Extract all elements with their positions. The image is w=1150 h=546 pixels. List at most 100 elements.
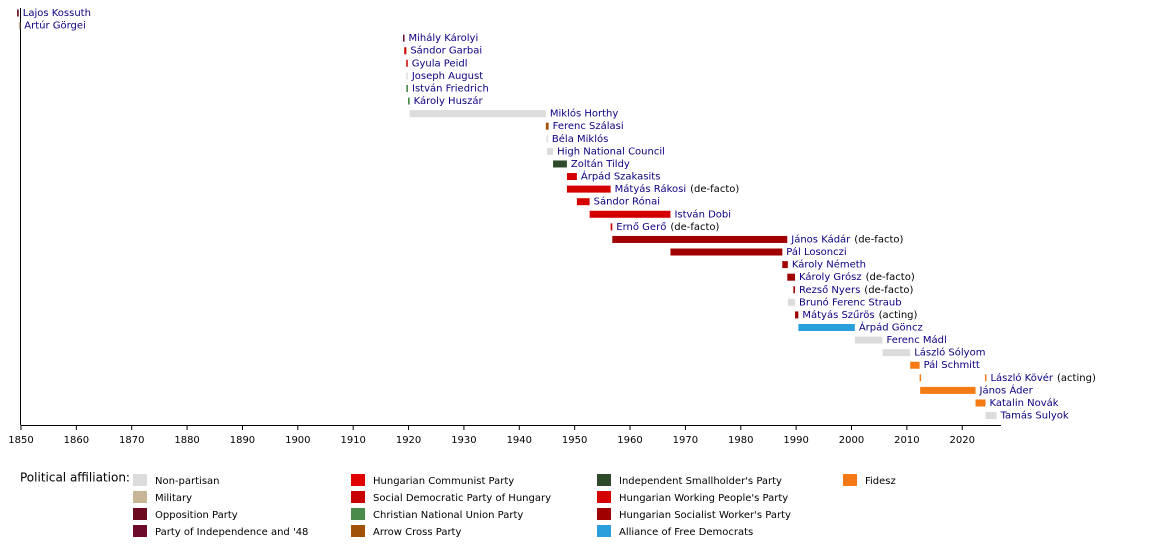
x-tick-label: 1990 <box>783 435 808 446</box>
x-tick-label: 1890 <box>230 435 255 446</box>
legend-title: Political affiliation: <box>20 471 130 485</box>
legend-label: Hungarian Working People's Party <box>619 493 788 504</box>
row-label: Árpád Göncz <box>859 321 923 334</box>
person-name[interactable]: István Friedrich <box>412 82 489 94</box>
person-name[interactable]: Károly Németh <box>792 259 866 271</box>
x-tick-label: 1940 <box>507 435 532 446</box>
x-tick-label: 1850 <box>8 435 33 446</box>
tenure-bar <box>793 286 796 294</box>
tenure-bar <box>576 198 590 206</box>
person-name[interactable]: Károly Huszár <box>414 95 484 107</box>
person-note: (acting) <box>1057 373 1096 384</box>
person-name[interactable]: Sándor Garbai <box>410 45 482 57</box>
person-name[interactable]: Ferenc Mádl <box>887 334 947 346</box>
person-note: (de-facto) <box>670 222 719 233</box>
legend-label: Arrow Cross Party <box>373 527 461 538</box>
person-note: (de-facto) <box>866 272 915 283</box>
row-label: Pál Losonczi <box>786 246 846 258</box>
tenure-bar <box>910 361 920 369</box>
tenure-bar <box>975 399 986 407</box>
person-name[interactable]: Zoltán Tildy <box>571 158 630 170</box>
person-name[interactable]: Árpád Göncz <box>859 321 923 334</box>
row-label: Gyula Peidl <box>412 58 468 69</box>
person-name[interactable]: Pál Losonczi <box>786 246 846 258</box>
person-note: (de-facto) <box>864 285 913 296</box>
person-name[interactable]: Árpád Szakasits <box>581 170 661 183</box>
person-name[interactable]: Mátyás Rákosi <box>615 183 687 195</box>
row-label: László Sólyom <box>914 347 985 359</box>
row-label: Béla Miklós <box>552 133 608 145</box>
person-name[interactable]: Brunó Ferenc Straub <box>799 296 902 308</box>
x-tick-label: 1960 <box>617 435 642 446</box>
tenure-bar <box>566 173 577 181</box>
row-label: Mátyás Szűrös (acting) <box>802 309 917 321</box>
legend-swatch <box>597 474 611 486</box>
person-name[interactable]: Rezső Nyers <box>799 284 860 296</box>
legend-label: Hungarian Socialist Worker's Party <box>619 510 791 521</box>
tenure-bar <box>670 248 783 256</box>
legend-swatch <box>133 508 147 520</box>
person-name[interactable]: Miklós Horthy <box>550 108 618 120</box>
row-label: High National Council <box>557 146 665 157</box>
person-name[interactable]: Mátyás Szűrös <box>802 309 874 321</box>
legend-swatch <box>843 474 857 486</box>
x-tick-label: 1860 <box>64 435 89 446</box>
x-tick-label: 1980 <box>728 435 753 446</box>
person-name[interactable]: Katalin Novák <box>989 397 1058 409</box>
tenure-bar <box>882 349 911 357</box>
x-tick-label: 2020 <box>950 435 975 446</box>
person-name[interactable]: Artúr Görgei <box>24 20 86 32</box>
person-name[interactable]: Ernő Gerő <box>616 221 666 233</box>
legend-label: Non-partisan <box>155 476 220 487</box>
x-tick-label: 1870 <box>119 435 144 446</box>
legend-label: Party of Independence and '48 <box>155 527 308 538</box>
x-tick-label: 1970 <box>673 435 698 446</box>
legend-label: Independent Smallholder's Party <box>619 476 782 487</box>
person-name[interactable]: Ferenc Szálasi <box>553 120 624 132</box>
tenure-bar <box>610 223 613 231</box>
x-tick-label: 2000 <box>839 435 864 446</box>
person-name[interactable]: Gyula Peidl <box>412 58 468 69</box>
tenure-bar <box>406 84 409 92</box>
tenure-bar <box>798 324 855 331</box>
person-name[interactable]: Tamás Sulyok <box>1000 410 1069 422</box>
legend-swatch <box>133 491 147 503</box>
person-name[interactable]: Pál Schmitt <box>924 359 980 371</box>
tenure-bar <box>403 34 405 42</box>
person-name[interactable]: Joseph August <box>411 71 483 82</box>
person-name[interactable]: Lajos Kossuth <box>23 8 91 19</box>
person-note: (acting) <box>879 310 918 321</box>
row-label: Brunó Ferenc Straub <box>799 296 902 308</box>
tenure-bar <box>854 336 883 344</box>
tenure-bar <box>545 122 549 130</box>
row-label: Mihály Károlyi <box>409 32 479 44</box>
tenure-bar <box>17 9 19 17</box>
person-name[interactable]: Béla Miklós <box>552 133 608 145</box>
person-name[interactable]: Sándor Rónai <box>594 196 660 208</box>
person-name[interactable]: László Sólyom <box>914 347 985 359</box>
person-name[interactable]: János Kádár <box>790 233 851 245</box>
person-name[interactable]: István Dobi <box>674 208 731 220</box>
row-label: Ferenc Szálasi <box>553 120 624 132</box>
legend-swatch <box>133 474 147 486</box>
legend-label: Alliance of Free Democrats <box>619 527 753 538</box>
tenure-bar <box>546 147 554 155</box>
legend-label: Fidesz <box>865 476 896 487</box>
row-label: Lajos Kossuth <box>23 8 91 19</box>
row-label: László Kövér (acting) <box>990 372 1096 384</box>
row-label: János Áder <box>979 383 1034 396</box>
row-label: István Dobi <box>674 208 731 220</box>
person-name[interactable]: László Kövér <box>990 372 1053 384</box>
x-tick-label: 1880 <box>174 435 199 446</box>
legend-swatch <box>597 508 611 520</box>
person-name[interactable]: Károly Grósz <box>799 271 862 283</box>
tenure-bar <box>408 97 410 105</box>
row-label: Zoltán Tildy <box>571 158 630 170</box>
tenure-bar <box>406 72 408 80</box>
person-note: (de-facto) <box>690 184 739 195</box>
person-name[interactable]: Mihály Károlyi <box>409 32 479 44</box>
person-name[interactable]: János Áder <box>979 383 1034 396</box>
person-name[interactable]: High National Council <box>557 146 665 157</box>
tenure-bar <box>566 185 611 193</box>
